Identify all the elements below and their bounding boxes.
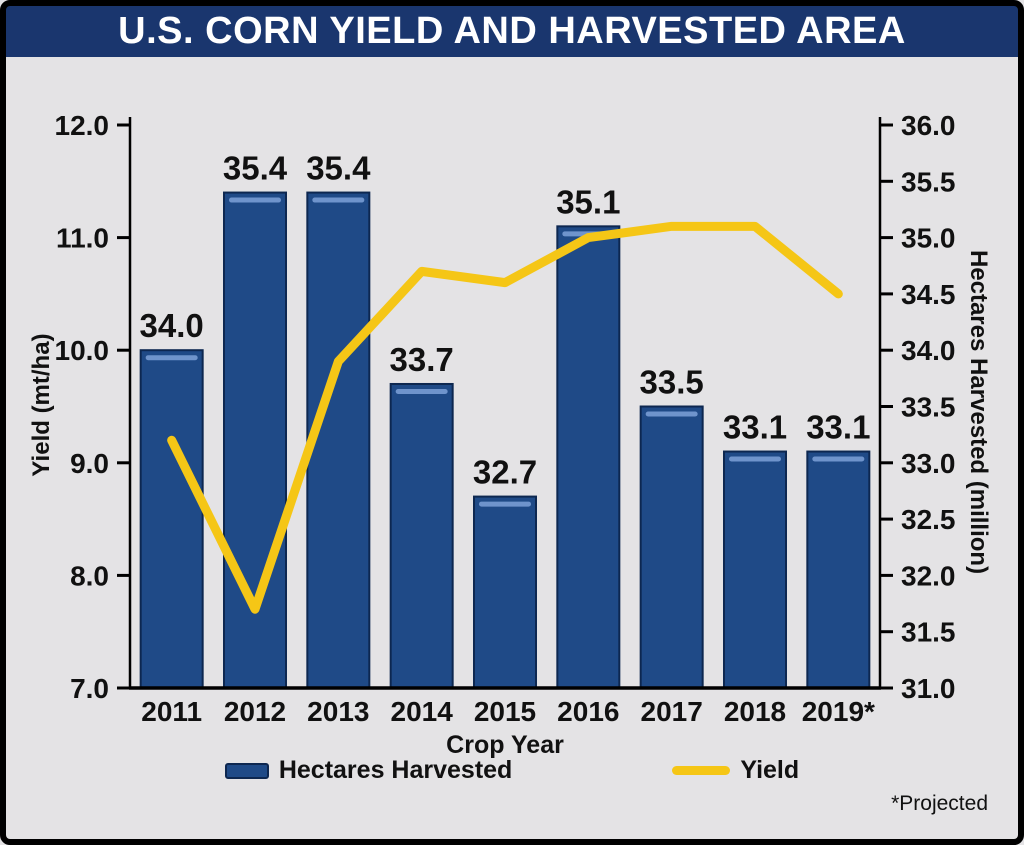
bar-2015 — [473, 495, 537, 689]
bar-2018 — [723, 450, 787, 690]
chart-title: U.S. CORN YIELD AND HARVESTED AREA — [118, 10, 906, 52]
x-tick-label-2015: 2015 — [474, 696, 536, 727]
bar-value-label-2016: 35.1 — [556, 183, 620, 220]
left-axis-tick-label: 10.0 — [55, 335, 110, 366]
right-axis-tick-label: 34.5 — [901, 279, 956, 310]
left-axis-title: Yield (mt/ha) — [28, 333, 55, 477]
right-axis-tick-label: 36.0 — [901, 110, 956, 141]
right-axis-tick-label: 34.0 — [901, 335, 956, 366]
left-axis-tick-label: 9.0 — [70, 448, 109, 479]
yield-line — [167, 221, 843, 614]
x-tick-label-2013: 2013 — [307, 696, 369, 727]
right-axis-tick-label: 33.5 — [901, 392, 956, 423]
bar-2016 — [556, 225, 621, 689]
bar-highlight — [479, 501, 531, 507]
bar-highlight — [312, 197, 365, 203]
x-tick-label-2014: 2014 — [391, 696, 454, 727]
right-axis-tick-label: 32.0 — [901, 560, 956, 591]
bar-value-label-2013: 35.4 — [306, 150, 371, 187]
bar-value-label-2017: 33.5 — [640, 364, 704, 401]
legend: Hectares Harvested Yield — [0, 756, 1024, 785]
legend-item-yield: Yield — [672, 756, 799, 785]
left-axis-tick-label: 11.0 — [56, 223, 109, 254]
projected-footnote: *Projected — [891, 792, 988, 815]
bar-2019* — [806, 450, 871, 690]
legend-line-label: Yield — [740, 756, 800, 784]
bar-highlight — [395, 388, 448, 394]
bar-value-label-2012: 35.4 — [223, 150, 288, 187]
bar-value-label-2011: 34.0 — [140, 307, 204, 344]
bar-value-label-2019*: 33.1 — [806, 409, 870, 446]
bar-highlight — [645, 411, 698, 417]
bar-highlight — [145, 355, 198, 361]
right-axis-tick-label: 31.5 — [901, 617, 956, 648]
left-axis-tick-label: 8.0 — [70, 560, 109, 591]
x-tick-label-2017: 2017 — [641, 696, 703, 727]
bar-value-label-2015: 32.7 — [473, 454, 537, 491]
legend-line-swatch — [672, 766, 731, 775]
right-axis-title: Hectares Harvested (million) — [965, 249, 992, 575]
bar-value-label-2018: 33.1 — [723, 409, 787, 446]
legend-item-hectares: Hectares Harvested — [224, 756, 513, 785]
right-axis-tick-label: 35.5 — [901, 166, 956, 197]
x-tick-label-2012: 2012 — [224, 696, 286, 727]
bar-2014 — [389, 382, 454, 689]
x-tick-label-2011: 2011 — [141, 696, 202, 727]
bar-2013 — [306, 191, 371, 689]
right-axis-tick-label: 31.0 — [901, 673, 956, 704]
legend-bar-swatch — [224, 762, 269, 779]
right-axis-tick-label: 35.0 — [901, 223, 956, 254]
x-tick-label-2018: 2018 — [724, 696, 786, 727]
x-tick-label-2019*: 2019* — [802, 696, 875, 727]
bar-2011 — [139, 349, 204, 689]
x-axis-title: Crop Year — [446, 731, 564, 759]
left-axis-tick-label: 12.0 — [55, 110, 110, 141]
bar-highlight — [729, 456, 781, 462]
bar-highlight — [812, 456, 865, 462]
x-tick-label-2016: 2016 — [557, 696, 619, 727]
right-axis-tick-label: 32.5 — [901, 504, 956, 535]
bar-highlight — [229, 197, 281, 203]
bar-2017 — [639, 405, 704, 689]
right-axis-tick-label: 33.0 — [901, 448, 956, 479]
title-bar: U.S. CORN YIELD AND HARVESTED AREA — [6, 6, 1018, 57]
left-axis-tick-label: 7.0 — [70, 673, 109, 704]
legend-bar-label: Hectares Harvested — [278, 756, 513, 784]
bar-2012 — [223, 191, 287, 689]
bar-value-label-2014: 33.7 — [390, 341, 454, 378]
